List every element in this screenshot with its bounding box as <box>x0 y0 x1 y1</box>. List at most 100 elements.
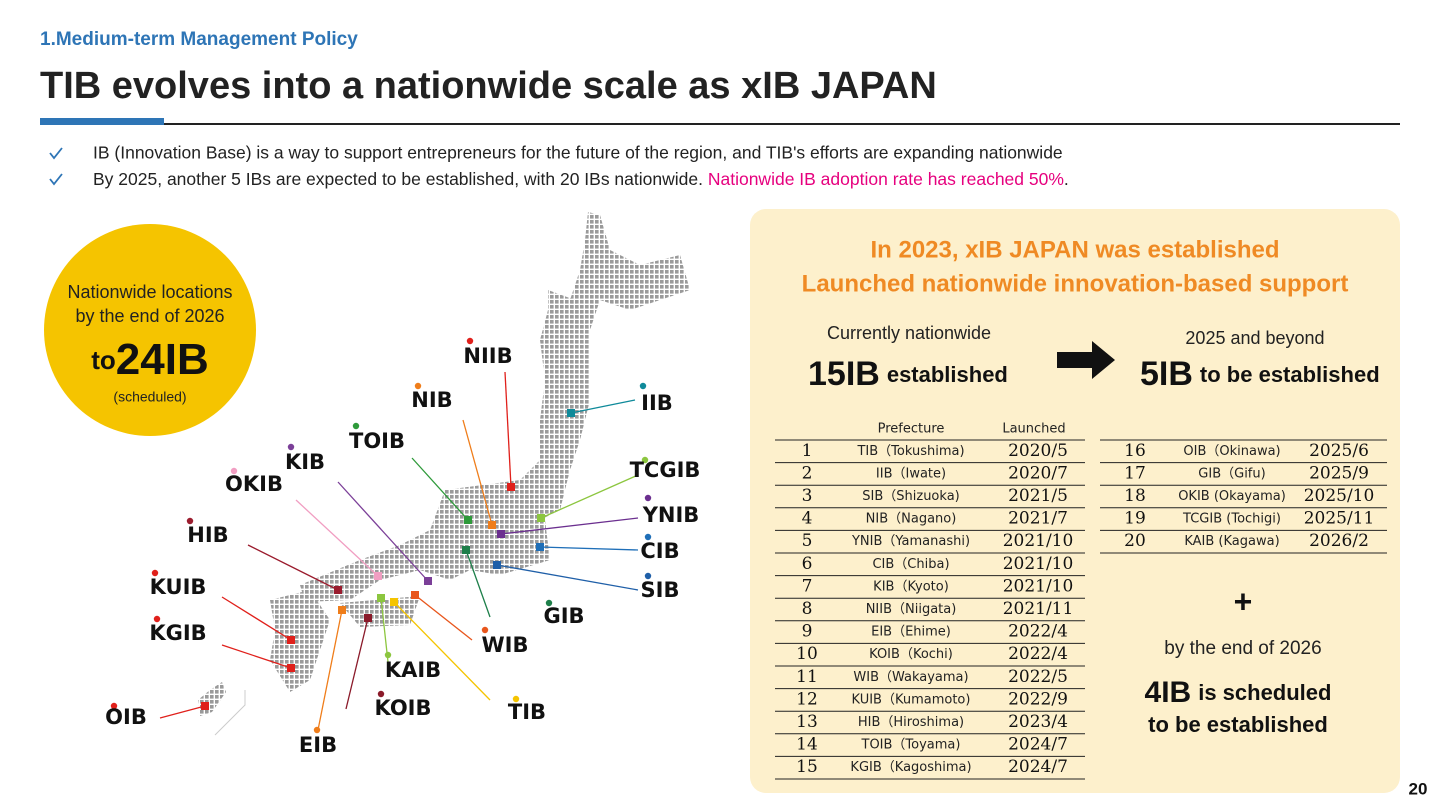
circle-prefix: to <box>91 345 116 375</box>
scheduled-label: by the end of 2026 <box>1164 638 1321 659</box>
map-label: WIB <box>482 633 529 657</box>
circle-text: Nationwide locations <box>67 282 232 302</box>
arrow <box>1057 341 1115 379</box>
label-dot <box>352 422 360 430</box>
panel-title: In 2023, xIB JAPAN was established <box>870 236 1279 263</box>
slide-title: TIB evolves into a nationwide scale as x… <box>40 65 937 107</box>
row-number: 20 <box>1124 531 1146 551</box>
label-dot <box>644 494 652 502</box>
scheduled-line: to be established <box>1148 712 1328 737</box>
leader-line <box>295 499 379 577</box>
page-number: 20 <box>1409 779 1428 798</box>
map-label: NIIB <box>463 344 512 368</box>
check-icon <box>49 147 63 160</box>
row-date: 2021/7 <box>1008 509 1068 529</box>
map-label: IIB <box>641 391 673 415</box>
label-dot <box>377 690 385 698</box>
map-label: KGIB <box>149 621 206 645</box>
row-name: YNIB（Yamanashi) <box>851 534 970 549</box>
row-name: CIB（Chiba) <box>872 557 949 572</box>
row-name: WIB（Wakayama) <box>853 670 968 685</box>
label-dot <box>466 337 474 345</box>
row-date: 2021/10 <box>1003 576 1074 596</box>
row-number: 19 <box>1124 509 1146 529</box>
table-header: Prefecture <box>878 422 945 437</box>
label-dot <box>313 726 321 734</box>
row-name: TIB（Tokushima) <box>856 444 964 459</box>
leader-line <box>465 549 491 618</box>
current-label: Currently nationwide <box>827 323 991 343</box>
row-name: TOIB（Toyama) <box>861 738 961 753</box>
label-dot <box>545 599 553 607</box>
map-label: TOIB <box>349 429 405 453</box>
row-number: 14 <box>796 735 818 755</box>
panel <box>750 209 1400 793</box>
label-dot <box>186 517 194 525</box>
row-name: KAIB (Kagawa) <box>1184 534 1279 549</box>
leader-line <box>540 474 639 519</box>
current-count: 15IB established <box>808 355 1008 393</box>
row-date: 2025/11 <box>1304 509 1375 529</box>
row-date: 2025/9 <box>1309 463 1369 483</box>
location-marker <box>493 561 501 569</box>
label-dot <box>414 382 422 390</box>
map-label: TIB <box>508 700 546 724</box>
leader-line <box>500 517 639 535</box>
map-label: KOIB <box>374 696 431 720</box>
location-marker <box>567 409 575 417</box>
leader-line <box>496 564 639 591</box>
row-date: 2021/10 <box>1003 531 1074 551</box>
row-name: TCGIB (Tochigi) <box>1182 512 1281 527</box>
location-marker <box>411 591 419 599</box>
map-label: SIB <box>641 578 680 602</box>
summary-circle <box>44 224 256 436</box>
row-name: HIB（Hiroshima) <box>858 715 964 730</box>
map-label: KIB <box>285 450 325 474</box>
row-name: EIB（Ehime) <box>871 625 951 640</box>
location-marker <box>424 577 432 585</box>
leader-line <box>221 596 292 641</box>
location-marker <box>201 702 209 710</box>
circle-note: (scheduled) <box>113 389 186 405</box>
row-number: 13 <box>796 712 818 732</box>
row-date: 2020/5 <box>1008 441 1068 461</box>
row-number: 10 <box>796 644 818 664</box>
location-marker <box>488 521 496 529</box>
location-marker <box>338 606 346 614</box>
row-date: 2020/7 <box>1008 463 1068 483</box>
label-dot <box>644 572 652 580</box>
leader-line <box>247 544 339 591</box>
leader-line <box>380 597 389 663</box>
label-dot <box>153 615 161 623</box>
label-dot <box>639 382 647 390</box>
circle-text: by the end of 2026 <box>75 306 224 326</box>
map-label: TCGIB <box>630 458 701 482</box>
location-marker <box>464 516 472 524</box>
row-name: SIB（Shizuoka) <box>862 489 959 504</box>
row-number: 7 <box>802 576 813 596</box>
count: 4IB <box>1145 676 1192 709</box>
count-suffix: to be established <box>1200 362 1380 387</box>
leader-line <box>462 419 493 526</box>
row-number: 16 <box>1124 441 1146 461</box>
row-name: IIB（Iwate) <box>876 466 946 481</box>
row-number: 5 <box>802 531 813 551</box>
location-marker <box>462 546 470 554</box>
row-number: 11 <box>796 667 818 687</box>
section-label: 1.Medium-term Management Policy <box>40 29 358 50</box>
row-number: 17 <box>1124 463 1146 483</box>
location-marker <box>497 530 505 538</box>
leader-line <box>159 705 206 719</box>
row-number: 9 <box>802 622 813 642</box>
label-dot <box>230 467 238 475</box>
location-marker <box>390 598 398 606</box>
location-marker <box>537 514 545 522</box>
row-name: OKIB (Okayama) <box>1178 489 1286 504</box>
bullet-text: IB (Innovation Base) is a way to support… <box>93 143 1063 163</box>
location-marker <box>377 594 385 602</box>
row-name: KIB（Kyoto) <box>873 579 949 594</box>
row-date: 2021/10 <box>1003 554 1074 574</box>
map-label: EIB <box>299 733 337 757</box>
row-name: NIIB（Niigata) <box>866 602 957 617</box>
